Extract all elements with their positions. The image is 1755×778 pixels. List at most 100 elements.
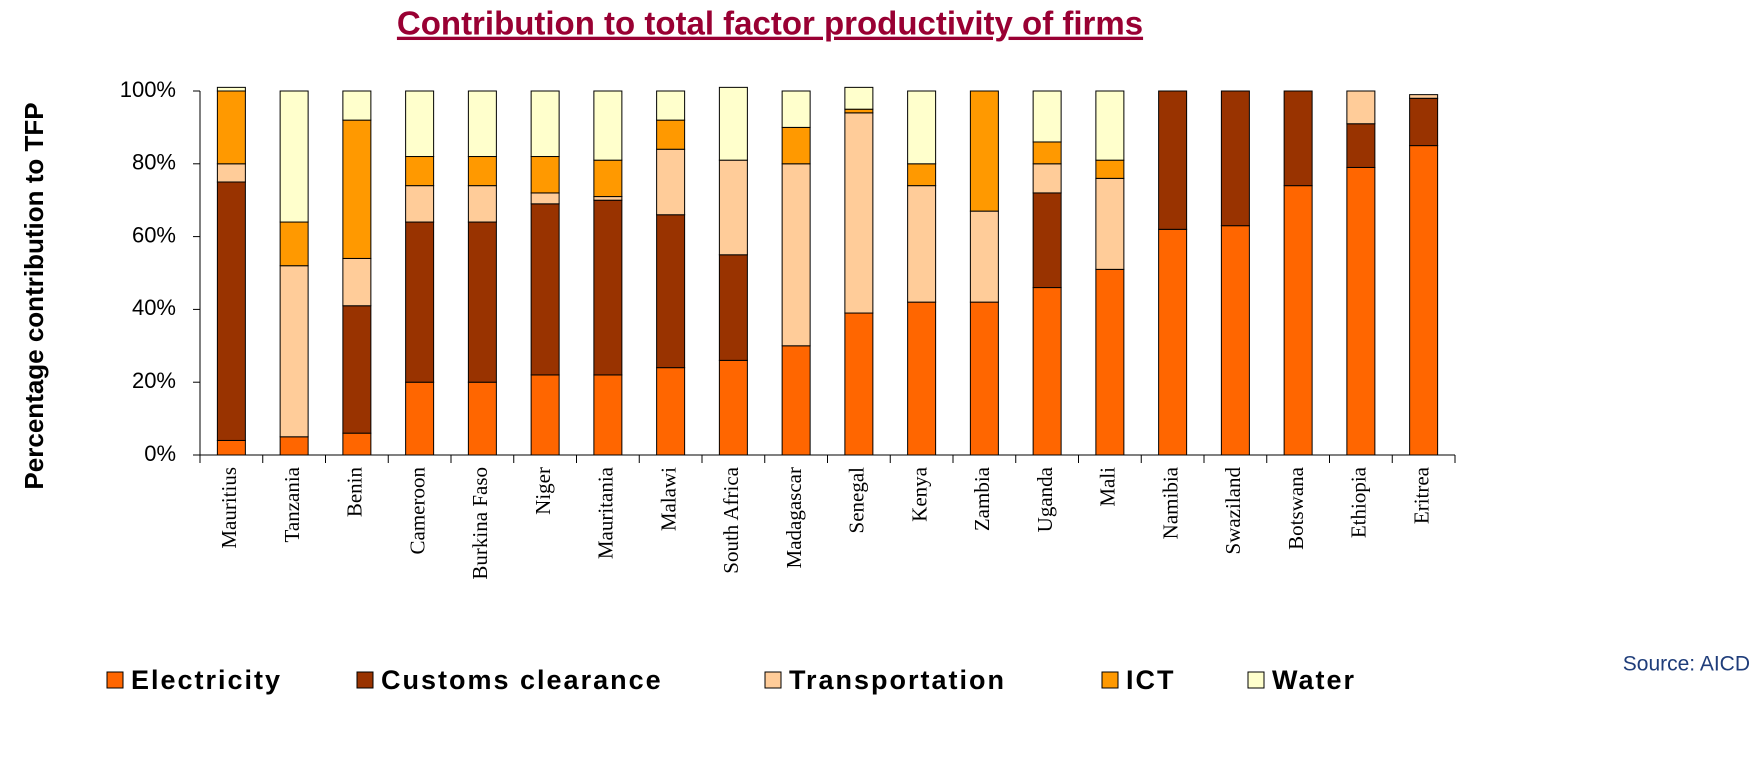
bar-segment bbox=[342, 432, 372, 456]
x-tick-label: Cameroon bbox=[405, 467, 429, 555]
bar-segment bbox=[342, 90, 372, 121]
bar-segment bbox=[1283, 90, 1313, 187]
bar-segment bbox=[405, 185, 435, 223]
x-tick-label: Kenya bbox=[907, 466, 931, 521]
bar-segment bbox=[216, 163, 246, 183]
chart-title: Contribution to total factor productivit… bbox=[397, 5, 1143, 42]
bar-segment bbox=[467, 90, 497, 158]
x-tick-label: Senegal bbox=[845, 467, 869, 534]
bar-segment bbox=[216, 439, 246, 456]
bar-segment bbox=[907, 163, 937, 187]
x-tick-label: Zambia bbox=[970, 466, 994, 531]
bar-segment bbox=[405, 381, 435, 456]
bar-segment bbox=[1283, 185, 1313, 456]
bar-segment bbox=[844, 112, 874, 314]
bar-segment bbox=[844, 86, 874, 110]
bar-segment bbox=[593, 374, 623, 456]
bar-segment bbox=[844, 108, 874, 114]
x-tick-label: Swaziland bbox=[1221, 467, 1245, 555]
x-tick-label: Burkina Faso bbox=[468, 467, 492, 580]
y-tick-label: 40% bbox=[132, 295, 176, 320]
x-tick-label: Mauritania bbox=[594, 466, 618, 559]
bar-segment bbox=[279, 265, 309, 438]
bar-segment bbox=[656, 90, 686, 121]
y-tick-label: 0% bbox=[144, 441, 176, 466]
bar-segment bbox=[593, 90, 623, 161]
bar-segment bbox=[907, 185, 937, 303]
x-tick-label: Botswana bbox=[1284, 466, 1308, 550]
bar-segment bbox=[781, 90, 811, 128]
x-tick-label: South Africa bbox=[719, 466, 743, 573]
bar-segment bbox=[530, 156, 560, 194]
legend-swatch bbox=[356, 671, 374, 689]
y-tick-label: 20% bbox=[132, 368, 176, 393]
bar-segment bbox=[1158, 90, 1188, 230]
bar-segment bbox=[718, 254, 748, 361]
bar-segment bbox=[781, 126, 811, 165]
bar-segment bbox=[405, 156, 435, 187]
bar-segment bbox=[1095, 177, 1125, 270]
bar-segment bbox=[1032, 141, 1062, 165]
bar-segment bbox=[216, 90, 246, 165]
bar-segment bbox=[405, 221, 435, 383]
bar-segment bbox=[593, 199, 623, 376]
y-axis-label: Percentage contribution to TFP bbox=[19, 102, 49, 489]
bar-segment bbox=[279, 436, 309, 456]
bar-segment bbox=[467, 185, 497, 223]
bar-segment bbox=[718, 359, 748, 456]
x-tick-label: Niger bbox=[531, 467, 555, 515]
bar-segment bbox=[656, 367, 686, 456]
bar-segment bbox=[781, 345, 811, 456]
bar-segment bbox=[405, 90, 435, 158]
bar-segment bbox=[467, 381, 497, 456]
legend-label: Electricity bbox=[131, 665, 282, 695]
x-tick-label: Madagascar bbox=[782, 467, 806, 568]
legend-swatch bbox=[1101, 671, 1119, 689]
bar-segment bbox=[279, 221, 309, 267]
bar-segment bbox=[1346, 166, 1376, 456]
bar-segment bbox=[1409, 145, 1439, 456]
legend-label: ICT bbox=[1126, 665, 1176, 695]
legend-swatch bbox=[764, 671, 782, 689]
bar-segment bbox=[1032, 163, 1062, 194]
legend-swatch bbox=[106, 671, 124, 689]
bar-segment bbox=[1095, 90, 1125, 161]
bar-segment bbox=[781, 163, 811, 347]
legend-label: Transportation bbox=[789, 665, 1006, 695]
bar-segment bbox=[342, 257, 372, 307]
bar-segment bbox=[1220, 225, 1250, 456]
bar-segment bbox=[1346, 123, 1376, 168]
legend-label: Water bbox=[1272, 665, 1356, 695]
bar-segment bbox=[1346, 90, 1376, 125]
bar-segment bbox=[1220, 90, 1250, 227]
bar-segment bbox=[656, 148, 686, 216]
bar-segment bbox=[656, 119, 686, 150]
y-tick-label: 100% bbox=[120, 77, 176, 102]
bar-segment bbox=[342, 305, 372, 434]
bar-segment bbox=[656, 214, 686, 369]
bar-segment bbox=[1032, 192, 1062, 289]
x-tick-label: Mali bbox=[1096, 467, 1120, 507]
bar-segment bbox=[969, 90, 999, 212]
x-tick-label: Tanzania bbox=[280, 466, 304, 542]
bar-segment bbox=[216, 181, 246, 441]
bar-segment bbox=[907, 301, 937, 456]
bar-segment bbox=[530, 203, 560, 376]
bar-segment bbox=[907, 90, 937, 165]
legend-swatch bbox=[1247, 671, 1265, 689]
bar-segment bbox=[718, 159, 748, 256]
bar-segment bbox=[530, 90, 560, 158]
bar-segment bbox=[279, 90, 309, 223]
bar-segment bbox=[844, 312, 874, 456]
bar-segment bbox=[969, 210, 999, 303]
x-tick-label: Malawi bbox=[656, 467, 680, 531]
legend-label: Customs clearance bbox=[381, 665, 663, 695]
y-tick-label: 80% bbox=[132, 150, 176, 175]
x-tick-label: Eritrea bbox=[1409, 466, 1433, 524]
bar-segment bbox=[1032, 287, 1062, 456]
x-tick-label: Ethiopia bbox=[1347, 466, 1371, 538]
source: Source: AICD bbox=[1623, 653, 1750, 676]
bar-segment bbox=[467, 156, 497, 187]
bar-segment bbox=[216, 86, 246, 92]
